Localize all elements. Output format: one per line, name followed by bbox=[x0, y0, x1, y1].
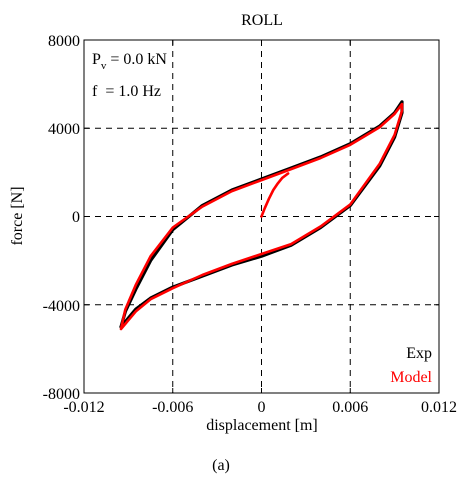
x-tick-labels: -0.012 -0.006 0 0.006 0.012 bbox=[63, 399, 457, 416]
x-tick-label: 0 bbox=[258, 399, 266, 416]
y-axis-label: force [N] bbox=[9, 186, 26, 245]
x-axis-label: displacement [m] bbox=[206, 417, 318, 434]
plot-area bbox=[83, 39, 440, 394]
axis-ticks bbox=[83, 39, 440, 394]
legend-entry-model: Model bbox=[390, 369, 432, 386]
annotation-pv-prefix: P bbox=[92, 51, 101, 68]
y-tick-label: 8000 bbox=[48, 33, 80, 50]
annotation-pv-subscript: v bbox=[101, 60, 107, 72]
annotation-pv-value: = 0.0 kN bbox=[106, 51, 167, 68]
legend: Exp Model bbox=[390, 345, 432, 386]
y-tick-label: -4000 bbox=[43, 298, 80, 315]
y-tick-labels: 8000 4000 0 -4000 -8000 bbox=[43, 33, 80, 403]
x-tick-label: 0.006 bbox=[332, 399, 368, 416]
x-tick-label: -0.006 bbox=[152, 399, 193, 416]
y-tick-label: 4000 bbox=[48, 121, 80, 138]
annotation-f-prefix: f bbox=[92, 83, 98, 100]
series-line-model-initial bbox=[260, 172, 290, 218]
x-tick-label: -0.012 bbox=[63, 399, 104, 416]
y-tick-label: 0 bbox=[72, 209, 80, 226]
annotation-pv: Pv = 0.0 kN bbox=[92, 51, 167, 72]
figure-caption: (a) bbox=[212, 457, 230, 474]
x-tick-label: 0.012 bbox=[421, 399, 457, 416]
legend-entry-exp: Exp bbox=[406, 345, 432, 362]
chart-title: ROLL bbox=[241, 12, 283, 29]
y-tick-label: -8000 bbox=[43, 386, 80, 403]
series-line-model bbox=[119, 102, 404, 331]
annotation-f-value: = 1.0 Hz bbox=[97, 83, 161, 100]
series-layer bbox=[119, 100, 404, 331]
annotation-frequency: f = 1.0 Hz bbox=[92, 83, 161, 100]
